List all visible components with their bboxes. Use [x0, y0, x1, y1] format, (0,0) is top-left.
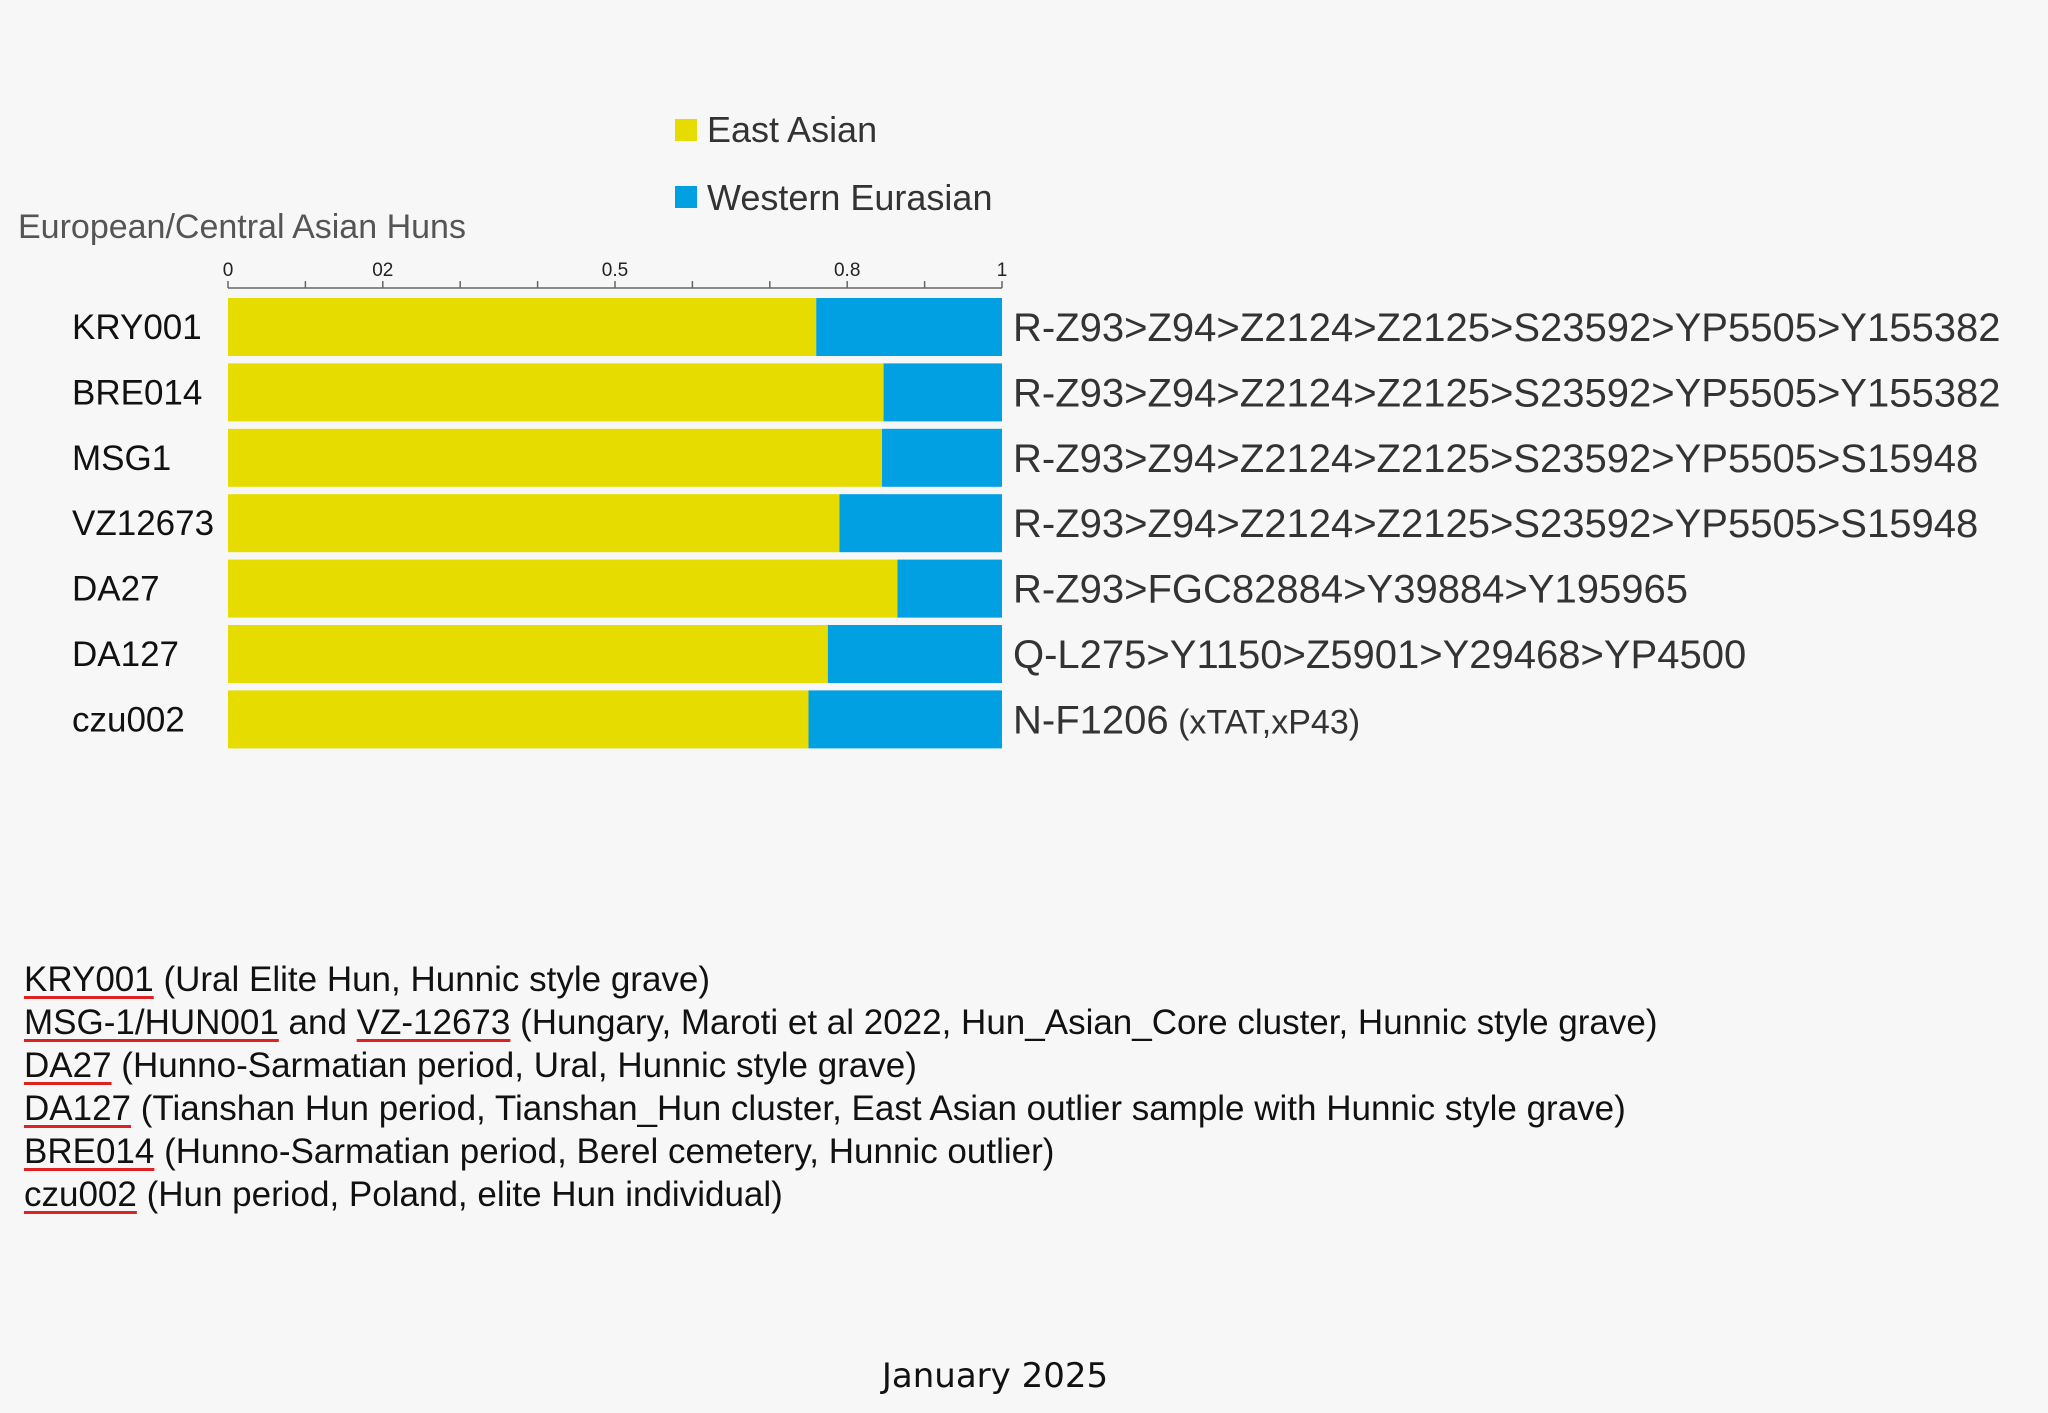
bar-segment-east-asian [228, 559, 898, 618]
sample-label: MSG1 [72, 439, 171, 478]
legend-label-western-eurasian: Western Eurasian [707, 177, 992, 218]
sample-notes: KRY001 (Ural Elite Hun, Hunnic style gra… [24, 958, 2004, 1216]
haplogroup-path: Q-L275>Y1150>Z5901>Y29468>YP4500 [1013, 633, 1746, 677]
sample-labels: KRY001 BRE014 MSG1 VZ12673 DA27 DA127 czu002 [72, 308, 214, 739]
x-tick-label: 0.8 [834, 260, 860, 281]
note-description: (Hunno-Sarmatian period, Ural, Hunnic st… [111, 1046, 917, 1085]
legend-swatch-western-eurasian [675, 186, 697, 208]
note-line: DA27 (Hunno-Sarmatian period, Ural, Hunn… [24, 1044, 2004, 1087]
note-description: (Tianshan Hun period, Tianshan_Hun clust… [131, 1089, 1626, 1128]
haplogroup-labels: R-Z93>Z94>Z2124>Z2125>S23592>YP5505>Y155… [1013, 306, 2000, 742]
note-sample-id: VZ-12673 [356, 1003, 511, 1042]
note-sample-id: DA27 [24, 1046, 112, 1085]
x-tick-label: 0.5 [602, 260, 628, 281]
note-description: (Hunno-Sarmatian period, Berel cemetery,… [154, 1132, 1055, 1171]
bar-segment-western-eurasian [816, 298, 1002, 356]
bar-segment-western-eurasian [897, 559, 1002, 618]
note-joiner: and [278, 1003, 357, 1042]
admixture-chart: East Asian Western Eurasian European/Cen… [18, 109, 2000, 749]
haplogroup-path: R-Z93>Z94>Z2124>Z2125>S23592>YP5505>Y155… [1013, 306, 2000, 350]
haplogroup-label: R-Z93>Z94>Z2124>Z2125>S23592>YP5505>Y155… [1013, 371, 2000, 415]
bar-segment-east-asian [228, 494, 840, 553]
sample-label: KRY001 [72, 308, 202, 347]
legend-swatch-east-asian [675, 119, 697, 141]
bar-segment-western-eurasian [839, 494, 1002, 553]
haplogroup-path: N-F1206 [1013, 698, 1169, 742]
chart-title: European/Central Asian Huns [18, 208, 466, 246]
bar-segment-east-asian [228, 625, 828, 683]
sample-label: czu002 [72, 700, 185, 739]
note-line: BRE014 (Hunno-Sarmatian period, Berel ce… [24, 1130, 2004, 1173]
note-description: (Hun period, Poland, elite Hun individua… [136, 1175, 783, 1214]
x-tick-label: 02 [372, 260, 393, 281]
bar-segment-east-asian [228, 428, 883, 487]
sample-label: DA127 [72, 635, 179, 674]
bar-segment-east-asian [228, 363, 884, 422]
legend: East Asian Western Eurasian [675, 109, 992, 218]
note-line: DA127 (Tianshan Hun period, Tianshan_Hun… [24, 1087, 2004, 1130]
haplogroup-label: R-Z93>Z94>Z2124>Z2125>S23592>YP5505>S159… [1013, 502, 1978, 546]
sample-label: DA27 [72, 570, 160, 609]
haplogroup-label: N-F1206 (xTAT,xP43) [1013, 698, 1360, 742]
haplogroup-label: Q-L275>Y1150>Z5901>Y29468>YP4500 [1013, 633, 1746, 677]
bars [228, 298, 1002, 749]
haplogroup-note: (xTAT,xP43) [1169, 703, 1360, 741]
x-tick-label: 0 [223, 260, 234, 281]
footer-date: January 2025 [881, 1356, 1109, 1396]
note-description: (Ural Elite Hun, Hunnic style grave) [153, 960, 711, 999]
note-line: czu002 (Hun period, Poland, elite Hun in… [24, 1173, 2004, 1216]
x-axis: 0 02 0.5 0.8 1 [223, 260, 1008, 289]
haplogroup-label: R-Z93>FGC82884>Y39884>Y195965 [1013, 568, 1688, 612]
x-tick-label: 1 [997, 260, 1008, 281]
note-description: (Hungary, Maroti et al 2022, Hun_Asian_C… [510, 1003, 1658, 1042]
haplogroup-path: R-Z93>Z94>Z2124>Z2125>S23592>YP5505>Y155… [1013, 371, 2000, 415]
note-line: MSG-1/HUN001 and VZ-12673 (Hungary, Maro… [24, 1001, 2004, 1044]
note-sample-id: MSG-1/HUN001 [24, 1003, 279, 1042]
note-sample-id: KRY001 [24, 960, 154, 999]
haplogroup-label: R-Z93>Z94>Z2124>Z2125>S23592>YP5505>S159… [1013, 437, 1978, 481]
haplogroup-path: R-Z93>Z94>Z2124>Z2125>S23592>YP5505>S159… [1013, 437, 1978, 481]
sample-label: BRE014 [72, 373, 202, 412]
bar-segment-western-eurasian [883, 363, 1002, 422]
bar-segment-western-eurasian [808, 690, 1002, 749]
bar-segment-western-eurasian [827, 625, 1002, 683]
bar-segment-east-asian [228, 690, 809, 749]
haplogroup-label: R-Z93>Z94>Z2124>Z2125>S23592>YP5505>Y155… [1013, 306, 2000, 350]
note-sample-id: BRE014 [24, 1132, 155, 1171]
sample-label: VZ12673 [72, 504, 214, 543]
note-line: KRY001 (Ural Elite Hun, Hunnic style gra… [24, 958, 2004, 1001]
bar-segment-western-eurasian [882, 428, 1002, 487]
haplogroup-path: R-Z93>FGC82884>Y39884>Y195965 [1013, 568, 1688, 612]
bar-segment-east-asian [228, 298, 817, 356]
note-sample-id: DA127 [24, 1089, 132, 1128]
legend-label-east-asian: East Asian [707, 109, 877, 150]
haplogroup-path: R-Z93>Z94>Z2124>Z2125>S23592>YP5505>S159… [1013, 502, 1978, 546]
note-sample-id: czu002 [24, 1175, 137, 1214]
